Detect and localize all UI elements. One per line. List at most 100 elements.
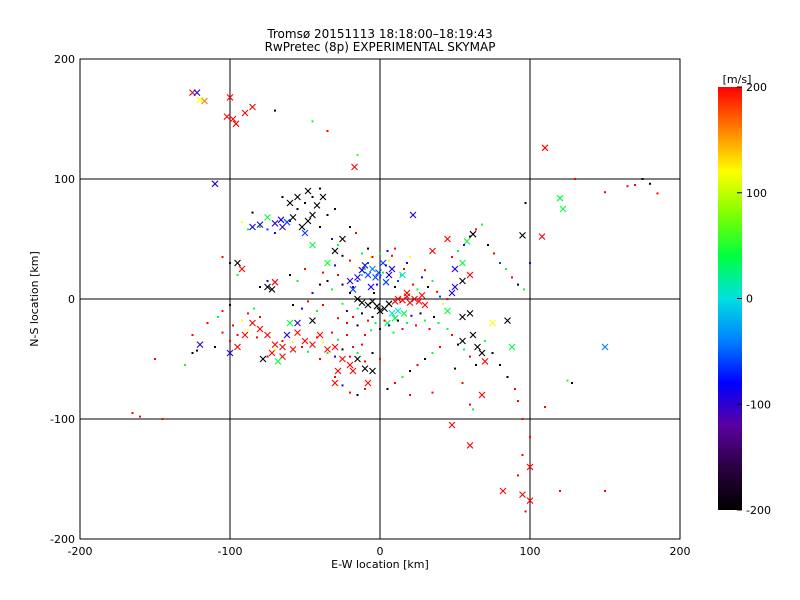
data-point-dot (292, 304, 294, 306)
data-point-dot (361, 274, 363, 276)
data-point-dot (626, 185, 629, 188)
data-point-dot (457, 343, 459, 346)
data-point-dot (349, 391, 351, 394)
data-point-dot (274, 232, 276, 234)
data-point-dot (511, 276, 513, 279)
data-point-dot (221, 310, 224, 312)
data-point-dot (457, 250, 459, 252)
data-point-dot (319, 358, 321, 360)
data-point-dot (442, 302, 444, 305)
data-point-cross (463, 238, 471, 245)
data-point-dot (415, 324, 417, 327)
data-point-cross (556, 194, 564, 202)
data-point-dot (206, 322, 209, 324)
data-point-dot (517, 283, 519, 286)
data-point-dot (566, 379, 569, 382)
data-point-cross (264, 283, 271, 291)
data-point-dot (304, 268, 306, 270)
data-point-dot (521, 418, 524, 420)
data-point-dot (649, 182, 651, 185)
data-point-dot (436, 290, 438, 293)
data-point-dot (394, 382, 396, 384)
data-point-dot (316, 310, 318, 312)
data-point-cross (411, 295, 418, 303)
data-point-cross (249, 223, 256, 231)
x-tick-label: 0 (377, 545, 384, 558)
data-point-dot (247, 329, 249, 332)
data-point-dot (379, 328, 381, 330)
data-point-dot (281, 340, 284, 342)
data-points (131, 89, 659, 513)
y-axis-label: N-S location [km] (28, 251, 41, 347)
x-axis-ticks: -200 -100 0 100 200 (68, 59, 691, 558)
colorbar-label: [m/s] (723, 73, 752, 86)
data-point-dot (247, 228, 249, 231)
chart-subtitle: RwPretec (8p) EXPERIMENTAL SKYMAP (265, 40, 496, 54)
data-point-dot (356, 394, 359, 396)
data-point-dot (266, 355, 269, 358)
data-point-cross (271, 220, 279, 227)
x-axis-label: E-W location [km] (331, 558, 429, 571)
data-point-dot (221, 256, 224, 258)
data-point-dot (493, 252, 495, 255)
data-point-dot (517, 400, 519, 402)
data-point-dot (319, 187, 321, 190)
data-point-dot (289, 274, 291, 276)
data-point-dot (431, 280, 434, 282)
y-axis-ticks: -200 -100 0 100 200 (50, 53, 680, 546)
data-point-dot (367, 262, 369, 264)
data-point-cross (271, 341, 279, 348)
data-point-dot (376, 283, 378, 286)
data-point-dot (356, 154, 359, 156)
data-point-dot (229, 262, 231, 264)
data-point-cross (448, 289, 456, 297)
data-point-cross (459, 313, 466, 321)
data-point-cross (421, 301, 429, 309)
data-point-cross (259, 355, 267, 363)
data-point-cross (304, 187, 312, 195)
data-point-dot (356, 307, 359, 310)
data-point-cross (418, 292, 426, 299)
data-point-cross (504, 317, 511, 324)
data-point-dot (397, 280, 399, 282)
data-point-dot (274, 348, 276, 351)
plot-area: -200 -100 0 100 200 -200 -100 0 100 200 (50, 53, 690, 558)
x-tick-label: 200 (670, 545, 691, 558)
data-point-cross (298, 223, 306, 231)
data-point-dot (337, 244, 339, 246)
data-point-dot (356, 280, 359, 282)
data-point-dot (319, 226, 321, 228)
data-point-cross (508, 343, 516, 351)
data-point-cross (499, 487, 507, 495)
data-point-cross (309, 317, 316, 324)
data-point-cross (354, 355, 361, 363)
data-point-cross (277, 216, 285, 224)
data-point-cross (309, 211, 316, 219)
data-point-cross (211, 180, 219, 188)
data-point-dot (217, 316, 219, 318)
data-point-dot (421, 276, 423, 279)
data-point-dot (499, 364, 501, 366)
data-point-dot (292, 341, 294, 344)
data-point-dot (322, 341, 324, 344)
data-point-cross (238, 265, 246, 273)
colorbar-tick-label: 200 (746, 81, 767, 94)
data-point-dot (349, 292, 351, 294)
data-point-cross (489, 319, 496, 327)
data-point-dot (296, 208, 299, 210)
data-point-dot (331, 288, 333, 291)
data-point-dot (517, 474, 519, 477)
data-point-dot (364, 334, 366, 336)
data-point-cross (351, 163, 358, 171)
data-point-dot (463, 244, 465, 246)
data-point-dot (341, 348, 344, 351)
data-point-dot (446, 328, 449, 330)
data-point-dot (184, 364, 186, 366)
data-point-dot (337, 317, 339, 320)
chart-title: Tromsø 20151113 18:18:00–18:19:43 (266, 27, 492, 41)
data-point-cross (354, 295, 361, 303)
data-point-dot (322, 271, 324, 274)
data-point-dot (370, 256, 372, 258)
data-point-dot (451, 334, 453, 336)
data-point-cross (331, 343, 339, 351)
